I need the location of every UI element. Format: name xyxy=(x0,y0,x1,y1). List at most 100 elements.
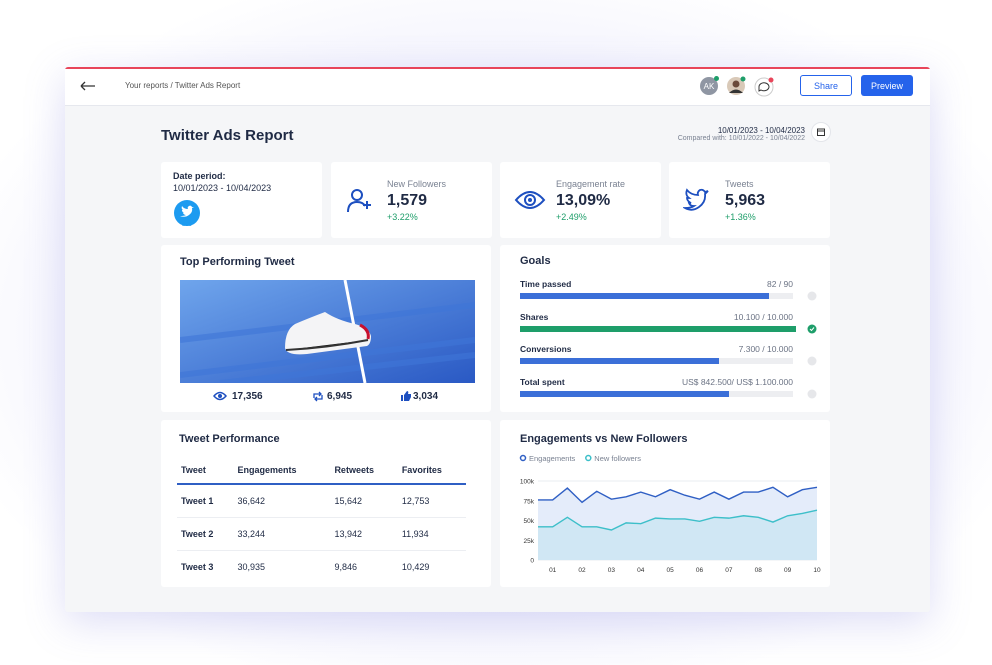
goal-value-label: US$ 842.500/ US$ 1.100.000 xyxy=(681,376,793,387)
kpi-value: 13,09% xyxy=(556,192,611,209)
goal-name: Time passed xyxy=(520,279,572,289)
kpi-label: Engagement rate xyxy=(556,179,626,189)
kpi-label: New Followers xyxy=(387,179,447,189)
table-cell: 10,429 xyxy=(401,561,430,572)
line-chart: Engagements New followers 0 25k 50k 75k 100k 01… xyxy=(519,454,821,574)
table-row: Tweet 2 33,244 13,942 11,934 xyxy=(177,517,466,550)
kpi-change: +1.36% xyxy=(725,212,756,222)
goals-card: Goals Time passed 82 / 90 Shares 10.100 / 1… xyxy=(500,245,830,412)
table-header-row: Tweet Engagements Retweets Favorites xyxy=(177,457,466,484)
x-tick-label: 09 xyxy=(784,567,792,574)
table-cell: 12,753 xyxy=(401,495,430,506)
calendar-button[interactable] xyxy=(811,122,831,142)
top-bar xyxy=(65,69,930,106)
column-header: Favorites xyxy=(401,465,442,475)
logo-text: ads xyxy=(182,222,192,228)
kpi-change: +2.49% xyxy=(556,212,587,222)
line xyxy=(538,509,818,531)
legend-marker xyxy=(519,454,527,462)
table-cell: Tweet 1 xyxy=(181,495,214,506)
table-cell: 13,942 xyxy=(334,528,362,539)
goal-pending-icon xyxy=(807,389,817,398)
y-tick-label: 25k xyxy=(524,538,535,545)
card-title: Tweet Performance xyxy=(179,433,280,445)
y-tick-label: 75k xyxy=(524,498,535,505)
y-tick-label: 100k xyxy=(520,479,535,486)
share-button[interactable]: Share xyxy=(800,75,852,96)
legend-label: Engagements xyxy=(529,454,576,463)
legend-marker xyxy=(585,454,592,462)
goal-value-label: 7.300 / 10.000 xyxy=(738,344,793,354)
date-range: 10/01/2023 - 10/04/2023 xyxy=(173,183,272,193)
table-cell: Tweet 3 xyxy=(181,561,214,572)
kpi-label: Tweets xyxy=(725,179,754,189)
status-dot xyxy=(714,76,719,81)
report-title: Twitter Ads Report xyxy=(161,127,294,144)
x-tick-label: 02 xyxy=(578,567,586,574)
kpi-change: +3.22% xyxy=(387,212,418,222)
kpi-icon xyxy=(514,191,546,209)
goal-done-icon xyxy=(807,324,817,333)
like-icon xyxy=(401,391,411,401)
twitter-ads-logo xyxy=(174,200,200,226)
goal-name: Shares xyxy=(520,311,549,322)
goal-name: Conversions xyxy=(520,344,572,354)
kpi-value: 5,963 xyxy=(725,192,766,209)
goal-bar xyxy=(520,390,730,397)
kpi-card: Tweets 5,963 +1.36% xyxy=(669,162,830,238)
x-tick-label: 06 xyxy=(696,567,704,574)
table-row: Tweet 3 30,935 9,846 10,429 xyxy=(177,550,466,583)
table-card: Tweet Performance Tweet Engagements Retwee… xyxy=(161,420,491,587)
retweets: 6,945 xyxy=(327,391,353,402)
table-cell: 36,642 xyxy=(237,495,266,506)
performance-table: Tweet Engagements Retweets Favorites Tweet 1… xyxy=(177,457,466,583)
breadcrumb[interactable]: Your reports / Twitter Ads Report xyxy=(125,81,241,90)
x-tick-label: 04 xyxy=(637,567,645,574)
legend-label: New followers xyxy=(594,454,641,463)
area xyxy=(538,510,817,560)
date-card: Date period: 10/01/2023 - 10/04/2023 ads xyxy=(161,162,322,238)
likes: 3,034 xyxy=(413,391,439,402)
table-row: Tweet 1 36,642 15,642 12,753 xyxy=(177,484,466,517)
x-tick-label: 05 xyxy=(667,567,675,574)
kpi-card: Engagement rate 13,09% +2.49% xyxy=(500,162,661,238)
line xyxy=(538,486,818,504)
x-tick-label: 08 xyxy=(755,567,763,574)
goal-bar xyxy=(520,325,796,332)
kpi-card: New Followers 1,579 +3.22% xyxy=(331,162,492,238)
back-button[interactable] xyxy=(80,80,96,92)
table-cell: 9,846 xyxy=(334,561,357,572)
table-cell: 11,934 xyxy=(401,528,429,539)
compared-range: Compared with: 10/01/2022 - 10/04/2022 xyxy=(677,135,805,142)
goal-value-label: 82 / 90 xyxy=(767,279,793,289)
kpi-icon xyxy=(347,189,371,213)
goal-name: Total spent xyxy=(520,376,565,387)
column-header: Engagements xyxy=(237,465,297,475)
y-tick-label: 50k xyxy=(524,518,535,525)
retweet-icon xyxy=(313,391,323,402)
goal-bar xyxy=(520,293,769,299)
avatars xyxy=(727,76,774,97)
y-tick-label: 0 xyxy=(530,558,534,565)
tweet-image xyxy=(180,280,475,383)
column-header: Tweet xyxy=(181,465,206,475)
card-title: Goals xyxy=(520,255,551,267)
x-tick-label: 03 xyxy=(608,567,616,574)
goal-bar xyxy=(520,358,720,364)
preview-button[interactable]: Preview xyxy=(861,75,913,96)
kpi-value: 1,579 xyxy=(387,192,428,209)
x-tick-label: 07 xyxy=(725,567,733,574)
table-cell: Tweet 2 xyxy=(181,528,214,539)
card-title: Top Performing Tweet xyxy=(180,256,295,268)
table-cell: 15,642 xyxy=(334,495,362,506)
date-range: 10/01/2023 - 10/04/2023 xyxy=(717,126,805,135)
goal-pending-icon xyxy=(807,356,817,366)
x-tick-label: 01 xyxy=(549,567,557,574)
table-cell: 33,244 xyxy=(237,528,266,539)
goal-value-label: 10.100 / 10.000 xyxy=(733,311,793,322)
avatar[interactable]: AK xyxy=(700,77,718,95)
views: 17,356 xyxy=(232,391,263,402)
chart-title: Engagements vs New Followers xyxy=(520,433,688,445)
goal-pending-icon xyxy=(807,291,817,301)
